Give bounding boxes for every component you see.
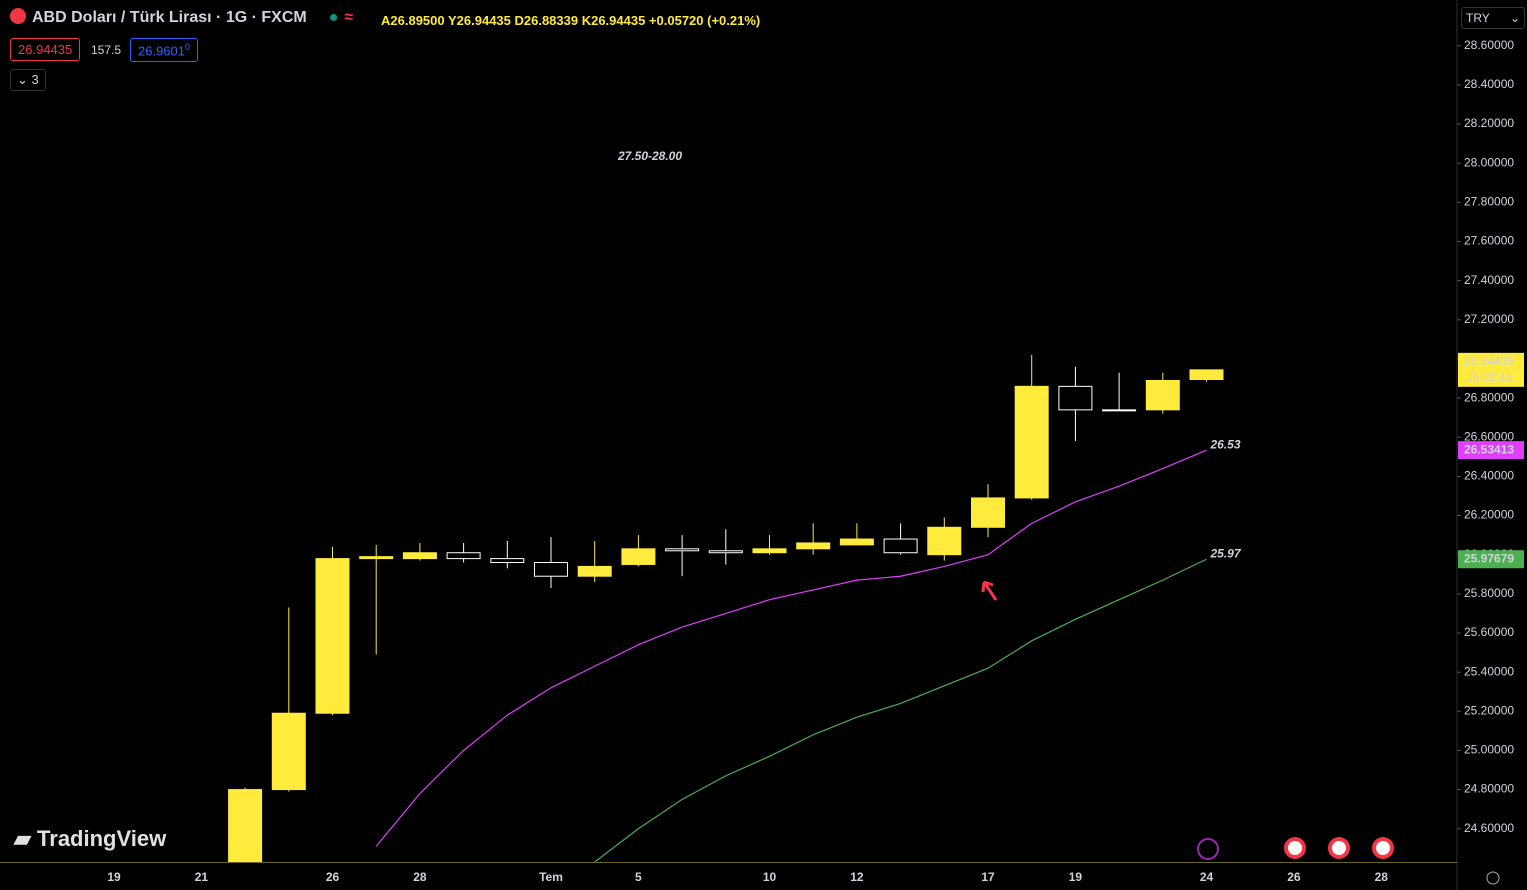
x-tick-label: 19 bbox=[1069, 870, 1083, 884]
price-tag bbox=[1458, 441, 1524, 460]
candle-body bbox=[621, 548, 656, 565]
spread: 157.5 bbox=[91, 43, 122, 57]
y-tick-label: 25.80000 bbox=[1464, 586, 1514, 600]
candle-body bbox=[534, 562, 568, 577]
x-tick-label: 5 bbox=[635, 870, 642, 884]
y-tick-label: 26.20000 bbox=[1464, 508, 1514, 522]
candle-body bbox=[1145, 379, 1180, 411]
moving-average bbox=[375, 449, 1207, 847]
moving-average bbox=[594, 558, 1207, 862]
y-tick-label: 25.40000 bbox=[1464, 664, 1514, 678]
last-price-tag bbox=[1458, 352, 1524, 387]
candle-body bbox=[1014, 385, 1049, 499]
y-tick-label: 24.60000 bbox=[1464, 821, 1514, 835]
price-tag bbox=[1458, 550, 1524, 569]
ma-end-label: 26.53 bbox=[1210, 437, 1241, 451]
x-tick-label: 21 bbox=[195, 870, 209, 884]
y-tick-label: 26.40000 bbox=[1464, 469, 1514, 483]
y-tick-label: 27.40000 bbox=[1464, 273, 1514, 287]
candle-body bbox=[359, 556, 394, 560]
candle-body bbox=[402, 552, 437, 560]
price-tag-label: 25.97679 bbox=[1464, 551, 1514, 565]
candle-body bbox=[490, 558, 525, 564]
y-tick-label: 28.60000 bbox=[1464, 38, 1514, 52]
x-tick-label: 28 bbox=[1375, 870, 1389, 884]
brand: ▰ TradingView bbox=[14, 826, 167, 851]
indicator-count: 3 bbox=[31, 72, 39, 87]
candle-body bbox=[1058, 385, 1093, 411]
buy-price: 26.9601 bbox=[138, 43, 185, 59]
x-tick-label: 10 bbox=[763, 870, 777, 884]
candle-body bbox=[1189, 369, 1224, 381]
ohlc: A26.89500 Y26.94435 D26.88339 K26.94435 … bbox=[381, 13, 761, 28]
last-price-label: 26.94435 bbox=[1464, 354, 1514, 368]
y-tick-label: 25.00000 bbox=[1464, 743, 1514, 757]
y-tick-label: 26.60000 bbox=[1464, 429, 1514, 443]
candle-body bbox=[927, 526, 962, 556]
y-tick-label: 27.20000 bbox=[1464, 312, 1514, 326]
y-tick-label: 25.20000 bbox=[1464, 703, 1514, 717]
plot bbox=[228, 355, 1224, 862]
currency: TRY bbox=[1466, 11, 1490, 25]
candle-body bbox=[665, 548, 700, 552]
candle-body bbox=[228, 789, 263, 862]
candle-body bbox=[446, 552, 481, 560]
sell-button[interactable]: 26.94435 bbox=[10, 38, 81, 61]
annotation: 27.50-28.00 bbox=[617, 149, 682, 163]
candle-body bbox=[796, 542, 831, 550]
candle-body bbox=[971, 497, 1005, 528]
y-tick-label: 26.80000 bbox=[1464, 390, 1514, 404]
title-text: ABD Doları / Türk Lirası · 1G · FXCM bbox=[32, 9, 307, 26]
candle-body bbox=[752, 548, 787, 554]
x-tick-label: 28 bbox=[413, 870, 427, 884]
event-icons bbox=[1197, 837, 1500, 885]
y-tick-label: 27.80000 bbox=[1464, 195, 1514, 209]
ma-end-label: 25.97 bbox=[1210, 546, 1242, 560]
price-tag-label: 26.53413 bbox=[1464, 442, 1514, 456]
x-tick-label: 19 bbox=[107, 870, 121, 884]
candle-body bbox=[577, 565, 612, 577]
candle-body bbox=[883, 538, 918, 554]
y-tick-label: 27.60000 bbox=[1464, 234, 1514, 248]
y-tick-label: 28.40000 bbox=[1464, 77, 1514, 91]
y-tick-label: 28.20000 bbox=[1464, 116, 1514, 130]
x-tick-label: 12 bbox=[850, 870, 864, 884]
countdown: 15:02:16 bbox=[1466, 370, 1513, 384]
y-tick-label: 24.80000 bbox=[1464, 782, 1514, 796]
buy-sup: 0 bbox=[185, 42, 191, 52]
candle-body bbox=[1102, 409, 1137, 412]
buy-button[interactable]: 26.96010 bbox=[130, 38, 199, 63]
indicator-toggle[interactable]: ⌄ 3 bbox=[10, 69, 46, 91]
candle-body bbox=[271, 712, 306, 791]
arrow bbox=[981, 580, 998, 601]
candle-body bbox=[839, 538, 874, 546]
brand-text: TradingView bbox=[37, 826, 167, 851]
candle-body bbox=[315, 558, 350, 714]
x-tick-label: 24 bbox=[1200, 870, 1214, 884]
x-tick-label: 17 bbox=[981, 870, 995, 884]
x-tick-label: Tem bbox=[539, 870, 563, 884]
title: ABD Doları / Türk Lirası · 1G · FXCM ● ≈ bbox=[10, 8, 353, 27]
x-tick-label: 26 bbox=[326, 870, 340, 884]
currency-select[interactable]: TRY ⌄ bbox=[1461, 7, 1525, 29]
x-tick-label: 26 bbox=[1287, 870, 1301, 884]
y-tick-label: 28.00000 bbox=[1464, 155, 1514, 169]
candle-body bbox=[708, 550, 743, 554]
y-tick-label: 25.60000 bbox=[1464, 625, 1514, 639]
